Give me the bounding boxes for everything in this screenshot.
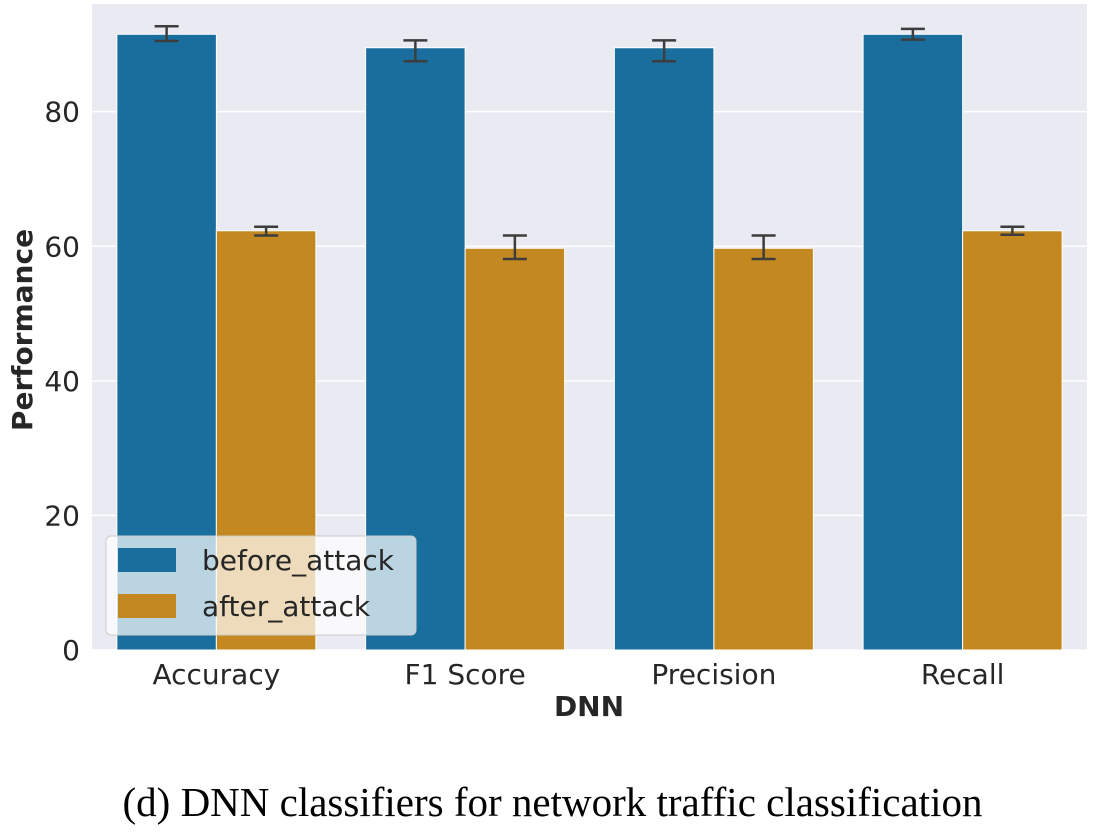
- figure-caption: (d) DNN classifiers for network traffic …: [122, 779, 983, 825]
- error-bar-before-attack: [652, 39, 677, 63]
- error-bar-after-attack: [751, 234, 776, 261]
- x-tick-label: F1 Score: [405, 658, 526, 691]
- legend-label-after-attack: after_attack: [202, 590, 371, 623]
- x-tick-label: Recall: [921, 658, 1005, 691]
- y-tick-label: 0: [62, 634, 80, 667]
- x-axis-title: DNN: [554, 690, 624, 723]
- bar-chart: 0 20 40 60 80 Accuracy F1 Score Precision Recal…: [6, 4, 1087, 723]
- x-tick-label: Precision: [651, 658, 776, 691]
- error-bars: [154, 24, 1025, 261]
- legend-swatch-before-attack: [118, 548, 176, 572]
- legend: before_attack after_attack: [105, 535, 417, 636]
- error-bar-before-attack: [154, 24, 179, 43]
- error-bar-after-attack: [254, 225, 279, 237]
- bar-after-attack: [464, 247, 566, 651]
- legend-box: [105, 535, 417, 636]
- bar-before-attack: [862, 33, 964, 651]
- error-bar-after-attack: [1000, 225, 1025, 237]
- y-axis-title: Performance: [6, 229, 39, 431]
- y-tick-label: 80: [44, 96, 80, 129]
- y-tick-labels: 0 20 40 60 80: [44, 96, 80, 667]
- x-tick-labels: Accuracy F1 Score Precision Recall: [152, 658, 1004, 691]
- error-bar-before-attack: [900, 27, 925, 41]
- bar-before-attack: [613, 47, 715, 651]
- x-tick-label: Accuracy: [152, 658, 280, 691]
- y-tick-label: 60: [44, 230, 80, 263]
- error-bar-after-attack: [502, 234, 527, 261]
- y-tick-label: 20: [44, 499, 80, 532]
- bar-after-attack: [962, 230, 1063, 651]
- bar-after-attack: [713, 247, 814, 651]
- y-tick-label: 40: [44, 365, 80, 398]
- legend-label-before-attack: before_attack: [202, 544, 395, 577]
- error-bar-before-attack: [403, 39, 428, 63]
- legend-swatch-after-attack: [118, 594, 176, 618]
